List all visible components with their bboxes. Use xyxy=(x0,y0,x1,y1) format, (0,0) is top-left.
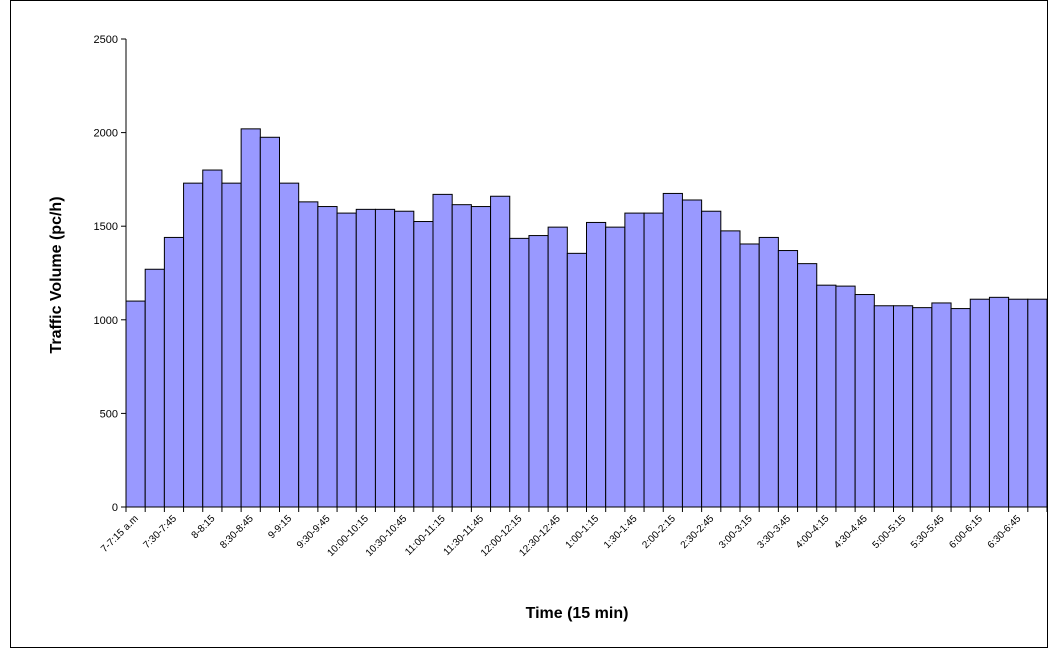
bar-3 xyxy=(183,182,204,508)
bar-5 xyxy=(221,182,242,508)
bar-38 xyxy=(854,294,875,508)
y-tick-label: 1000 xyxy=(94,315,118,327)
bar-20 xyxy=(509,237,530,508)
bar-37 xyxy=(835,285,856,508)
bar-18 xyxy=(470,206,492,508)
y-tick-label: 500 xyxy=(100,408,118,420)
x-tick-label: 5:30-5:45 xyxy=(909,513,947,551)
bar-12 xyxy=(355,208,376,508)
bar-47 xyxy=(1027,298,1047,508)
x-tick-label: 7-7:15 a.m xyxy=(99,513,141,555)
bar-30 xyxy=(701,210,722,508)
x-tick-label: 4:30-4:45 xyxy=(832,513,870,551)
x-axis-title: Time (15 min) xyxy=(526,605,629,622)
bar-40 xyxy=(893,305,914,508)
y-tick-label: 2500 xyxy=(94,34,118,46)
bar-23 xyxy=(566,252,587,508)
x-tick-label: 5:00-5:15 xyxy=(871,513,909,551)
bar-46 xyxy=(1008,298,1029,508)
x-tick-label: 1:30-1:45 xyxy=(602,513,640,551)
x-tick-label: 3:30-3:45 xyxy=(755,513,793,551)
bar-34 xyxy=(777,250,799,508)
bar-19 xyxy=(490,195,511,508)
bar-1 xyxy=(144,268,165,508)
bar-29 xyxy=(681,199,703,508)
y-axis-title: Traffic Volume (pc/h) xyxy=(48,196,65,353)
bar-35 xyxy=(797,263,818,508)
bar-10 xyxy=(317,206,338,508)
bar-31 xyxy=(720,230,741,508)
y-tick-label: 1500 xyxy=(94,221,118,233)
y-axis: 0 500 1000 1500 2000 2500 xyxy=(94,34,127,514)
x-axis: 7-7:15 a.m 7:30-7:45 8-8:15 8:30-8:45 9-9:15… xyxy=(99,506,1047,559)
bar-28 xyxy=(662,192,683,508)
traffic-volume-chart: 0 500 1000 1500 2000 2500 7-7:15 a.m 7:30-7:45… xyxy=(48,34,1047,622)
bar-8 xyxy=(279,182,300,508)
x-tick-label: 6:00-6:15 xyxy=(947,513,985,551)
bar-26 xyxy=(624,212,645,508)
bar-7 xyxy=(259,136,280,508)
bars-group xyxy=(125,128,1047,508)
bar-9 xyxy=(298,201,319,508)
bar-14 xyxy=(394,210,415,508)
bar-33 xyxy=(758,236,779,508)
bar-24 xyxy=(586,221,607,508)
x-tick-label: 2:00-2:15 xyxy=(640,513,678,551)
bar-22 xyxy=(547,226,568,508)
x-tick-label: 9-9:15 xyxy=(266,513,294,541)
bar-43 xyxy=(950,308,971,508)
bar-42 xyxy=(931,302,952,508)
bar-36 xyxy=(816,284,837,508)
x-tick-label: 8:30-8:45 xyxy=(218,513,256,551)
bar-6 xyxy=(240,128,261,508)
bar-21 xyxy=(528,235,549,508)
x-tick-label: 12:30-12:45 xyxy=(517,513,563,559)
x-tick-label: 4:00-4:15 xyxy=(794,513,832,551)
bar-39 xyxy=(873,305,894,508)
x-tick-label: 1:00-1:15 xyxy=(564,513,602,551)
x-tick-label: 9:30-9:45 xyxy=(295,513,333,551)
x-tick-label: 10:30-10:45 xyxy=(364,513,410,559)
bar-32 xyxy=(739,243,760,508)
x-tick-label: 6:30-6:45 xyxy=(986,513,1024,551)
y-tick-label: 0 xyxy=(112,502,118,514)
bar-16 xyxy=(432,193,453,508)
bar-15 xyxy=(413,221,434,508)
x-tick-label: 8-8:15 xyxy=(190,513,218,541)
x-tick-label: 7:30-7:45 xyxy=(141,513,179,551)
bar-45 xyxy=(988,296,1010,508)
bar-25 xyxy=(605,226,626,508)
bar-41 xyxy=(912,307,933,508)
y-tick-label: 2000 xyxy=(94,128,118,140)
bar-17 xyxy=(451,204,472,508)
bar-4 xyxy=(202,169,223,508)
bar-0 xyxy=(125,300,146,508)
bar-44 xyxy=(969,298,990,508)
bar-27 xyxy=(643,212,664,508)
bar-2 xyxy=(163,236,185,508)
bar-13 xyxy=(374,208,396,508)
chart-frame: 0 500 1000 1500 2000 2500 7-7:15 a.m 7:30-7:45… xyxy=(10,0,1048,648)
bar-11 xyxy=(336,212,357,508)
x-tick-label: 2:30-2:45 xyxy=(679,513,717,551)
x-tick-label: 3:00-3:15 xyxy=(717,513,755,551)
